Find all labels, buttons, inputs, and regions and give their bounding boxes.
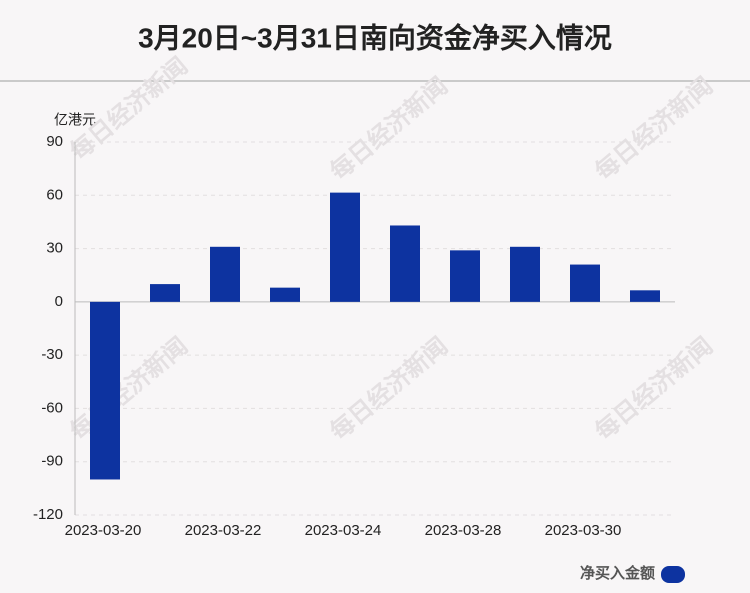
y-tick-label: -60	[41, 399, 63, 416]
chart-title: 3月20日~3月31日南向资金净买入情况	[138, 21, 612, 53]
legend-label: 净买入金额	[580, 564, 655, 582]
y-axis-unit: 亿港元	[54, 112, 96, 128]
x-tick-label: 2023-03-22	[185, 522, 262, 539]
y-tick-label: -120	[33, 506, 63, 523]
x-tick-label: 2023-03-20	[65, 522, 142, 539]
bar	[570, 264, 600, 302]
y-tick-label: -30	[41, 346, 63, 363]
bar	[330, 192, 360, 302]
x-tick-label: 2023-03-24	[305, 522, 382, 539]
bar	[450, 250, 480, 302]
y-tick-label: -90	[41, 453, 63, 470]
y-tick-label: 0	[55, 293, 63, 310]
bar	[90, 301, 120, 480]
bar	[210, 246, 240, 302]
bar	[390, 225, 420, 302]
y-tick-label: 90	[46, 133, 63, 150]
y-tick-label: 60	[46, 186, 63, 203]
legend-swatch	[661, 566, 685, 583]
bar	[510, 246, 540, 302]
y-tick-label: 30	[46, 240, 63, 257]
x-tick-label: 2023-03-28	[425, 522, 502, 539]
bar	[270, 287, 300, 302]
bar	[150, 284, 180, 302]
bar	[630, 290, 660, 302]
x-tick-label: 2023-03-30	[545, 522, 622, 539]
